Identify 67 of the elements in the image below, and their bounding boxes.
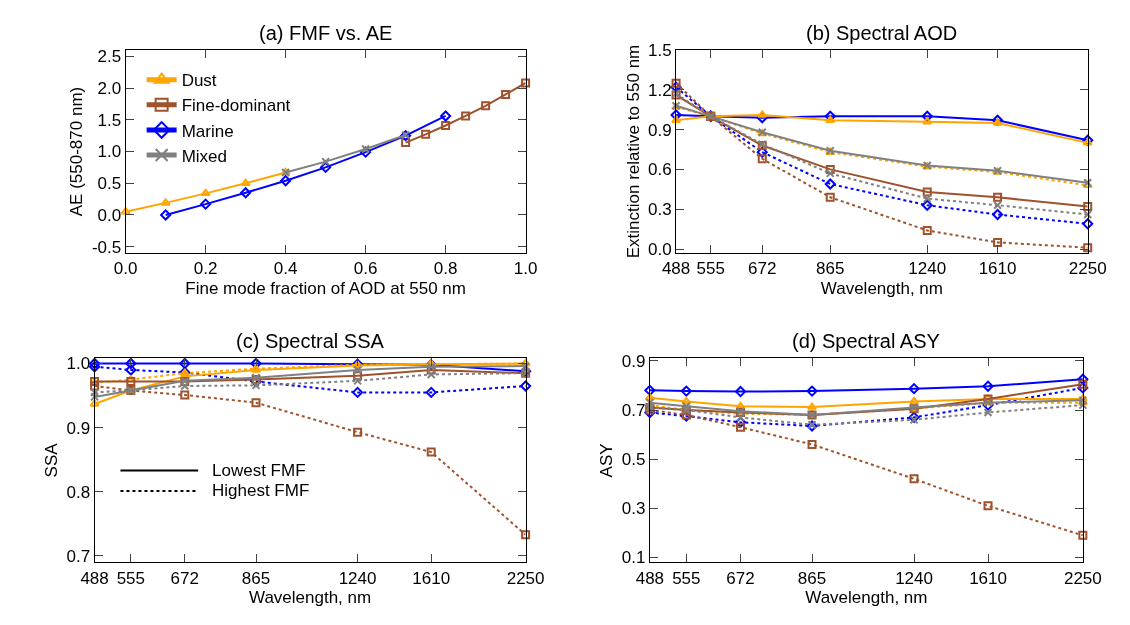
legend-label: Dust — [181, 71, 217, 91]
x-tick-label: 2250 — [1068, 259, 1107, 279]
y-tick-label: 2.5 — [97, 47, 122, 67]
y-tick-label: 0.9 — [621, 351, 646, 371]
y-tick-label: 0.3 — [648, 200, 672, 220]
chart-title: (a) FMF vs. AE — [259, 22, 393, 44]
y-tick-label: -0.5 — [91, 237, 122, 257]
x-tick-label: 865 — [241, 568, 271, 588]
y-tick-label: 1.0 — [66, 354, 91, 374]
x-axis-title: Wavelength, nm — [805, 588, 928, 608]
x-tick-label: 1240 — [338, 568, 377, 588]
y-tick-label: 1.5 — [97, 110, 122, 130]
x-axis-title: Fine mode fraction of AOD at 550 nm — [185, 278, 466, 298]
x-tick-label: 555 — [672, 568, 701, 588]
y-tick-label: 0.0 — [648, 239, 672, 259]
y-axis-title: Extinction relative to 550 nm — [623, 44, 643, 259]
x-tick-label: 0.4 — [273, 259, 298, 279]
x-tick-label: 2250 — [506, 568, 545, 588]
x-axis-title: Wavelength, nm — [248, 588, 372, 608]
y-axis-title: AE (550-870 nm) — [67, 86, 87, 217]
x-tick-label: 1240 — [895, 568, 933, 588]
y-tick-label: 0.7 — [621, 400, 646, 420]
y-tick-label: 1.0 — [97, 142, 122, 162]
y-tick-label: 0.6 — [648, 160, 672, 180]
y-tick-label: 0.5 — [97, 174, 122, 194]
x-tick-label: 672 — [748, 259, 777, 279]
y-tick-label: 2.0 — [97, 79, 122, 98]
x-tick-label: 672 — [726, 568, 755, 588]
legend-label: Marine — [181, 121, 234, 141]
x-tick-label: 555 — [116, 568, 146, 588]
y-tick-label: 0.0 — [97, 205, 122, 225]
x-tick-label: 2250 — [1063, 568, 1102, 588]
x-tick-label: 488 — [635, 568, 665, 588]
y-tick-label: 0.8 — [66, 482, 91, 502]
y-tick-label: 0.3 — [621, 499, 646, 519]
x-tick-label: 0.6 — [353, 259, 378, 279]
x-tick-label: 1610 — [412, 568, 451, 588]
x-axis-title: Wavelength, nm — [820, 278, 943, 298]
x-tick-label: 865 — [797, 568, 827, 588]
annotation: Lowest FMF — [212, 461, 306, 480]
annotation: Highest FMF — [212, 481, 310, 500]
legend-label: Mixed — [181, 146, 227, 166]
legend-label: Fine-dominant — [181, 96, 291, 116]
chart-title: (d) Spectral ASY — [792, 330, 940, 352]
y-axis-title: SSA — [42, 442, 62, 478]
y-axis-title: ASY — [597, 443, 617, 478]
y-tick-label: 1.2 — [648, 80, 672, 100]
y-tick-label: 0.9 — [66, 418, 91, 438]
x-tick-label: 1.0 — [513, 259, 538, 279]
y-tick-label: 0.9 — [648, 120, 672, 140]
x-tick-label: 0.2 — [193, 259, 218, 279]
chart-title: (c) Spectral SSA — [236, 330, 385, 352]
x-tick-label: 488 — [661, 259, 691, 279]
x-tick-label: 1240 — [908, 259, 947, 279]
x-tick-label: 672 — [170, 568, 199, 588]
y-tick-label: 0.5 — [621, 450, 646, 470]
x-tick-label: 1610 — [969, 568, 1007, 588]
y-tick-label: 1.5 — [648, 40, 672, 60]
x-tick-label: 0.8 — [433, 259, 458, 279]
x-tick-label: 1610 — [978, 259, 1017, 279]
y-tick-label: 0.7 — [66, 546, 91, 566]
y-tick-label: 0.1 — [621, 548, 646, 568]
x-tick-label: 488 — [80, 568, 109, 588]
x-tick-label: 555 — [696, 259, 725, 279]
chart-title: (b) Spectral AOD — [806, 22, 958, 44]
x-tick-label: 865 — [816, 259, 845, 279]
x-tick-label: 0.0 — [113, 259, 138, 279]
